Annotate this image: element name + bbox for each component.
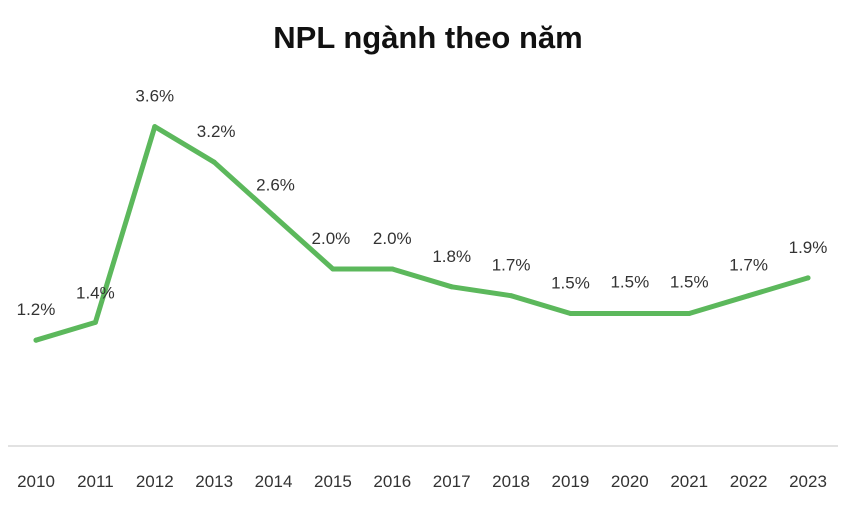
- data-point: [92, 319, 98, 325]
- data-point: [746, 293, 752, 299]
- data-label: 1.7%: [492, 256, 531, 275]
- data-point: [686, 311, 692, 316]
- data-label: 2.6%: [256, 176, 295, 195]
- data-label: 3.2%: [197, 122, 236, 141]
- data-point: [211, 159, 217, 165]
- x-tick-label: 2021: [670, 472, 708, 491]
- data-label: 1.5%: [670, 273, 709, 292]
- data-point: [33, 337, 39, 343]
- data-point: [567, 311, 573, 316]
- x-tick-label: 2016: [373, 472, 411, 491]
- x-tick-label: 2015: [314, 472, 352, 491]
- x-tick-label: 2023: [789, 472, 827, 491]
- x-tick-label: 2011: [77, 472, 114, 491]
- x-tick-label: 2012: [136, 472, 174, 491]
- data-point: [508, 293, 514, 299]
- data-point: [271, 213, 277, 219]
- data-label: 2.0%: [373, 229, 412, 248]
- x-tick-label: 2020: [611, 472, 649, 491]
- series-line: [33, 124, 811, 343]
- data-point: [805, 275, 811, 281]
- x-tick-label: 2017: [433, 472, 471, 491]
- x-tick-label: 2013: [195, 472, 233, 491]
- data-label: 1.7%: [729, 256, 768, 275]
- data-label: 1.8%: [432, 247, 471, 266]
- data-label: 1.4%: [76, 283, 115, 302]
- data-label: 1.2%: [17, 300, 56, 319]
- chart-title: NPL ngành theo năm: [273, 20, 583, 55]
- data-label: 1.5%: [610, 273, 649, 292]
- x-tick-label: 2018: [492, 472, 530, 491]
- x-tick-label: 2014: [255, 472, 293, 491]
- data-label: 1.5%: [551, 274, 590, 293]
- data-label: 3.6%: [135, 87, 174, 106]
- data-point: [627, 311, 633, 316]
- x-tick-label: 2010: [17, 472, 55, 491]
- data-label: 2.0%: [312, 229, 351, 248]
- x-tick-label: 2019: [552, 472, 590, 491]
- data-point: [152, 124, 158, 130]
- x-tick-label: 2022: [730, 472, 768, 491]
- data-label: 1.9%: [789, 238, 828, 257]
- data-point: [330, 266, 336, 272]
- data-point: [449, 284, 455, 290]
- data-point: [389, 266, 395, 272]
